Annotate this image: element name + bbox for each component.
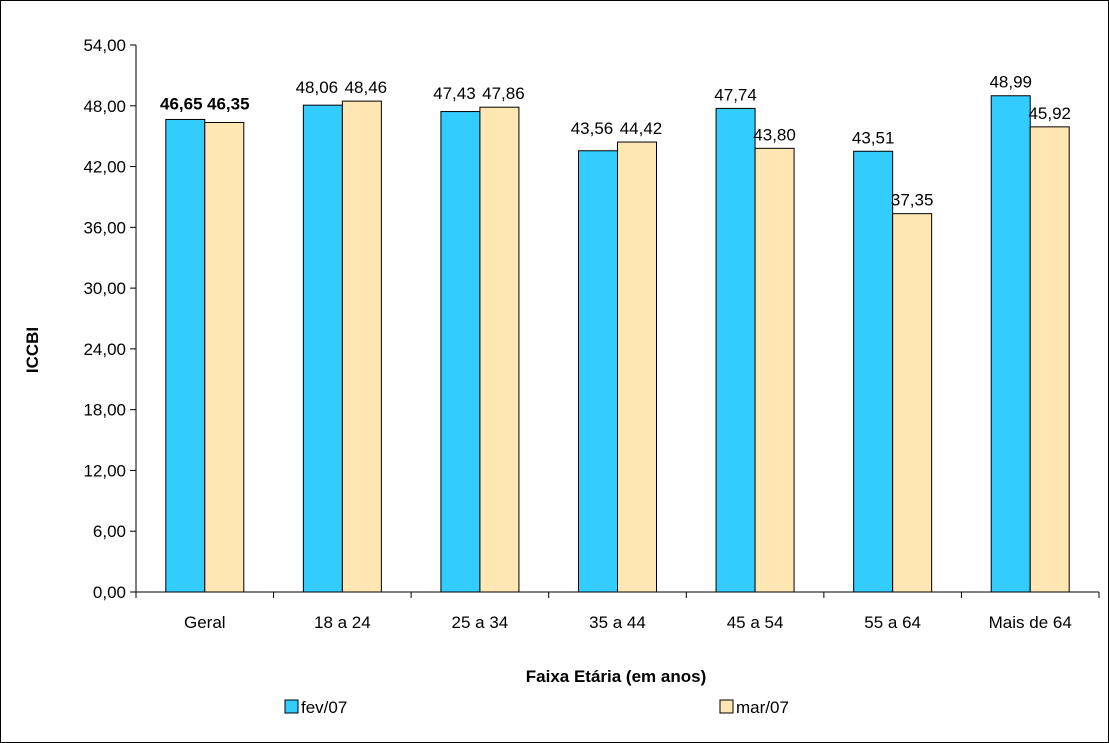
bar-mar: [204, 121, 245, 593]
data-label: 43,51: [852, 128, 895, 147]
x-tick-label: 18 a 24: [314, 613, 371, 632]
y-tick-label: 48,00: [83, 97, 126, 116]
bar-mar: [341, 100, 382, 593]
chart-bars: [165, 95, 1070, 593]
bar-fev: [165, 118, 206, 593]
bar-fev: [853, 150, 894, 593]
data-label: 45,92: [1028, 104, 1071, 123]
chart-data-labels: 46,65 48,06 47,43 43,56 47,74 43,51 48,99 46,35…: [160, 73, 1071, 210]
legend-swatch: [719, 699, 734, 714]
legend-swatch: [284, 699, 299, 714]
data-label: 43,56: [571, 119, 614, 138]
legend-label: mar/07: [736, 698, 789, 717]
data-label: 47,43: [433, 84, 476, 103]
y-tick-label: 36,00: [83, 218, 126, 237]
data-label: 46,35: [207, 94, 250, 113]
bar-mar: [754, 147, 795, 593]
data-label: 47,86: [482, 84, 525, 103]
x-tick-label: Mais de 64: [989, 613, 1072, 632]
x-tick-label: Geral: [184, 613, 226, 632]
bar-mar: [892, 213, 933, 593]
bar-mar: [479, 106, 520, 593]
y-tick-label: 0,00: [93, 583, 126, 602]
bar-fev: [302, 104, 343, 593]
y-tick-label: 30,00: [83, 279, 126, 298]
data-label: 48,46: [345, 78, 388, 97]
data-label: 44,42: [620, 119, 663, 138]
data-label: 48,99: [989, 73, 1032, 92]
bar-fev: [578, 150, 618, 593]
data-label: 47,74: [714, 85, 757, 104]
y-tick-label: 42,00: [83, 158, 126, 177]
y-tick-label: 18,00: [83, 401, 126, 420]
y-axis-title: ICCBI: [23, 327, 42, 373]
data-label: 37,35: [891, 191, 934, 210]
x-tick-label: 35 a 44: [589, 613, 646, 632]
bar-mar: [617, 141, 657, 593]
y-tick-label: 12,00: [83, 461, 126, 480]
x-tick-label: 25 a 34: [452, 613, 509, 632]
x-tick-label: 45 a 54: [727, 613, 784, 632]
y-tick-label: 24,00: [83, 340, 126, 359]
x-tick-label: 55 a 64: [864, 613, 921, 632]
chart-legend: fev/07 mar/07: [284, 698, 789, 717]
bar-mar: [1029, 126, 1070, 593]
y-tick-label: 54,00: [83, 36, 126, 55]
y-tick-label: 6,00: [93, 522, 126, 541]
legend-label: fev/07: [301, 698, 347, 717]
bar-fev: [990, 95, 1031, 593]
data-label: 48,06: [296, 78, 339, 97]
data-label: 43,80: [753, 125, 796, 144]
data-label: 46,65: [160, 94, 203, 113]
chart-axes: 0,00 6,00 12,00 18,00 24,00 30,00 36,00 42,00 48…: [83, 36, 1100, 632]
bar-fev: [440, 111, 481, 593]
x-axis-title: Faixa Etária (em anos): [526, 667, 706, 686]
bar-fev: [715, 107, 756, 593]
